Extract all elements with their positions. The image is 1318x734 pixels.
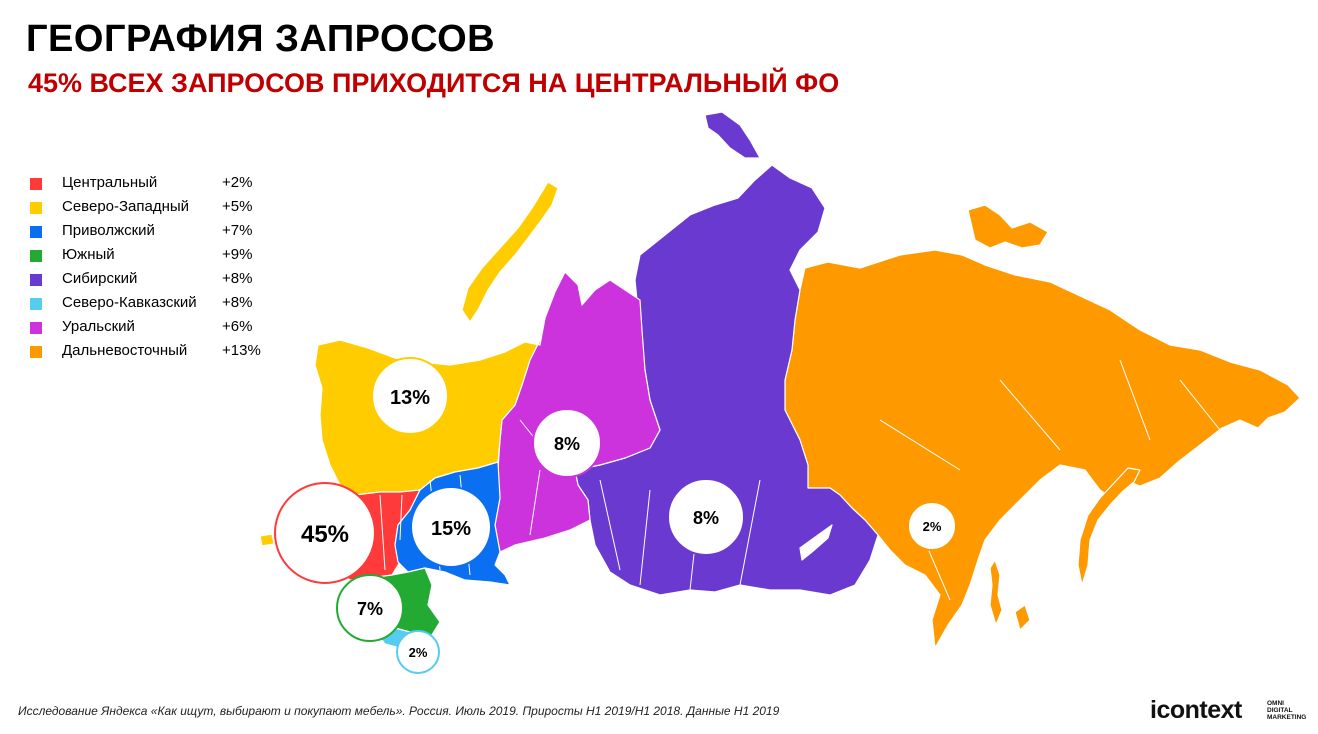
region-far-east-chukotka [967,204,1049,249]
footer-source: Исследование Яндекса «Как ищут, выбирают… [18,704,780,718]
legend-label: Северо-Западный [62,198,190,215]
share-far-east: 2% [923,519,942,534]
legend-item-far-east: Дальневосточный +13% [30,340,270,364]
bubble-central: 45% [274,482,376,584]
legend-label: Сибирский [62,270,138,287]
legend-swatch [30,274,42,286]
share-siberia: 8% [693,508,719,528]
region-northwest-kaliningrad [259,533,275,547]
legend-item-volga: Приволжский +7% [30,220,270,244]
bubble-northwest: 13% [371,357,449,435]
legend-label: Центральный [62,174,158,191]
legend-item-central: Центральный +2% [30,172,270,196]
legend-growth: +13% [222,342,261,359]
share-north-caucasus: 2% [409,645,428,660]
legend-label: Уральский [62,318,135,335]
legend-item-ural: Уральский +6% [30,316,270,340]
legend-swatch [30,202,42,214]
region-far-east-islands [1077,467,1141,586]
legend-item-northwest: Северо-Западный +5% [30,196,270,220]
bubble-far-east: 2% [907,501,957,551]
icontext-logo: icontext OMNI DIGITAL MARKETING [1150,696,1310,726]
region-siberia-lake [799,524,833,561]
legend-swatch [30,250,42,262]
legend-growth: +8% [222,270,253,287]
bubble-south: 7% [336,574,404,642]
region-far-east-sakhalin [989,559,1003,626]
legend-growth: +8% [222,294,253,311]
bubble-siberia: 8% [667,478,745,556]
bubble-ural: 8% [532,408,602,478]
legend-item-south: Южный +9% [30,244,270,268]
bubble-north-caucasus: 2% [396,630,440,674]
legend-item-siberia: Сибирский +8% [30,268,270,292]
region-siberia-islands [704,111,761,159]
legend-label: Дальневосточный [62,342,188,359]
share-ural: 8% [554,434,580,454]
legend-growth: +5% [222,198,253,215]
region-northwest-novaya-zemlya [461,181,559,323]
legend-swatch [30,322,42,334]
legend-label: Северо-Кавказский [62,294,197,311]
region-far-east [784,249,1301,649]
page-subtitle: 45% ВСЕХ ЗАПРОСОВ ПРИХОДИТСЯ НА ЦЕНТРАЛЬ… [28,68,840,98]
legend-growth: +9% [222,246,253,263]
legend-swatch [30,346,42,358]
legend-swatch [30,226,42,238]
bubble-volga: 15% [410,486,492,568]
legend-growth: +6% [222,318,253,335]
share-south: 7% [357,599,383,619]
legend-swatch [30,178,42,190]
legend-swatch [30,298,42,310]
legend-label: Приволжский [62,222,155,239]
share-northwest: 13% [390,387,430,409]
legend-label: Южный [62,246,115,263]
legend-item-north-caucasus: Северо-Кавказский +8% [30,292,270,316]
legend-growth: +2% [222,174,253,191]
logo-text: icontext [1150,696,1242,724]
legend: Центральный +2% Северо-Западный +5% Прив… [30,172,270,364]
logo-tagline: OMNI DIGITAL MARKETING [1267,700,1307,721]
page-title: ГЕОГРАФИЯ ЗАПРОСОВ [26,18,496,60]
share-volga: 15% [431,518,471,540]
legend-growth: +7% [222,222,253,239]
share-central: 45% [301,521,349,548]
region-far-east-kurils [1014,604,1031,631]
